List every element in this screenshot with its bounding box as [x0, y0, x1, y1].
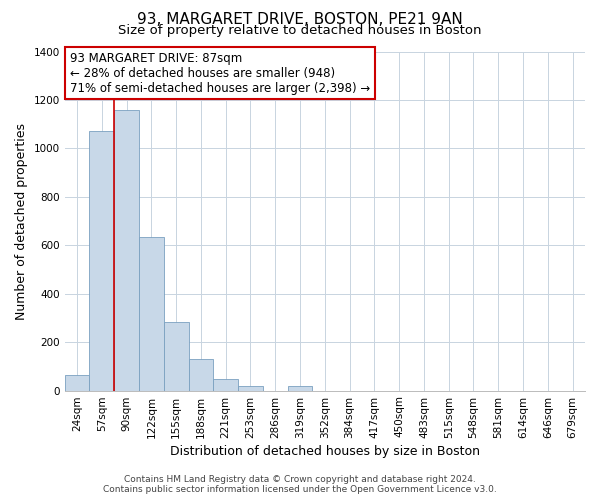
Bar [114, 110, 139, 390]
Bar [214, 379, 238, 390]
Bar [89, 132, 114, 390]
Bar [287, 386, 313, 390]
Text: Contains HM Land Registry data © Crown copyright and database right 2024.
Contai: Contains HM Land Registry data © Crown c… [103, 474, 497, 494]
Bar [238, 386, 263, 390]
Text: Size of property relative to detached houses in Boston: Size of property relative to detached ho… [118, 24, 482, 37]
Y-axis label: Number of detached properties: Number of detached properties [15, 122, 28, 320]
Bar [188, 359, 214, 390]
Bar [65, 375, 89, 390]
Text: 93, MARGARET DRIVE, BOSTON, PE21 9AN: 93, MARGARET DRIVE, BOSTON, PE21 9AN [137, 12, 463, 28]
Text: 93 MARGARET DRIVE: 87sqm
← 28% of detached houses are smaller (948)
71% of semi-: 93 MARGARET DRIVE: 87sqm ← 28% of detach… [70, 52, 370, 94]
Bar [139, 237, 164, 390]
X-axis label: Distribution of detached houses by size in Boston: Distribution of detached houses by size … [170, 444, 480, 458]
Bar [164, 322, 188, 390]
